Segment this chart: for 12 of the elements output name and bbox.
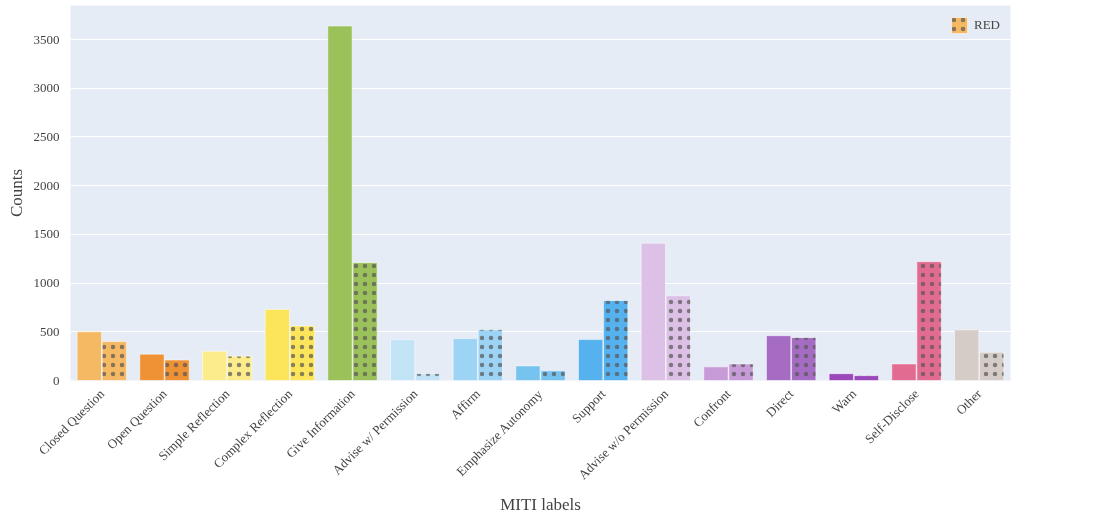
legend-label: RED — [974, 17, 1000, 33]
y-tick-label: 1000 — [33, 275, 60, 291]
y-tick-label: 500 — [40, 323, 60, 339]
y-tick-label: 1500 — [33, 226, 60, 242]
x-axis-title: MITI labels — [500, 495, 581, 515]
y-tick-label: 0 — [53, 372, 60, 388]
y-tick-label: 3500 — [33, 31, 60, 47]
y-tick-label: 3000 — [33, 80, 60, 96]
x-tick-label: Warn — [828, 385, 860, 417]
y-axis-title: Counts — [6, 168, 26, 218]
y-tick-label: 2000 — [33, 177, 60, 193]
y-tick-label: 2500 — [33, 128, 60, 144]
